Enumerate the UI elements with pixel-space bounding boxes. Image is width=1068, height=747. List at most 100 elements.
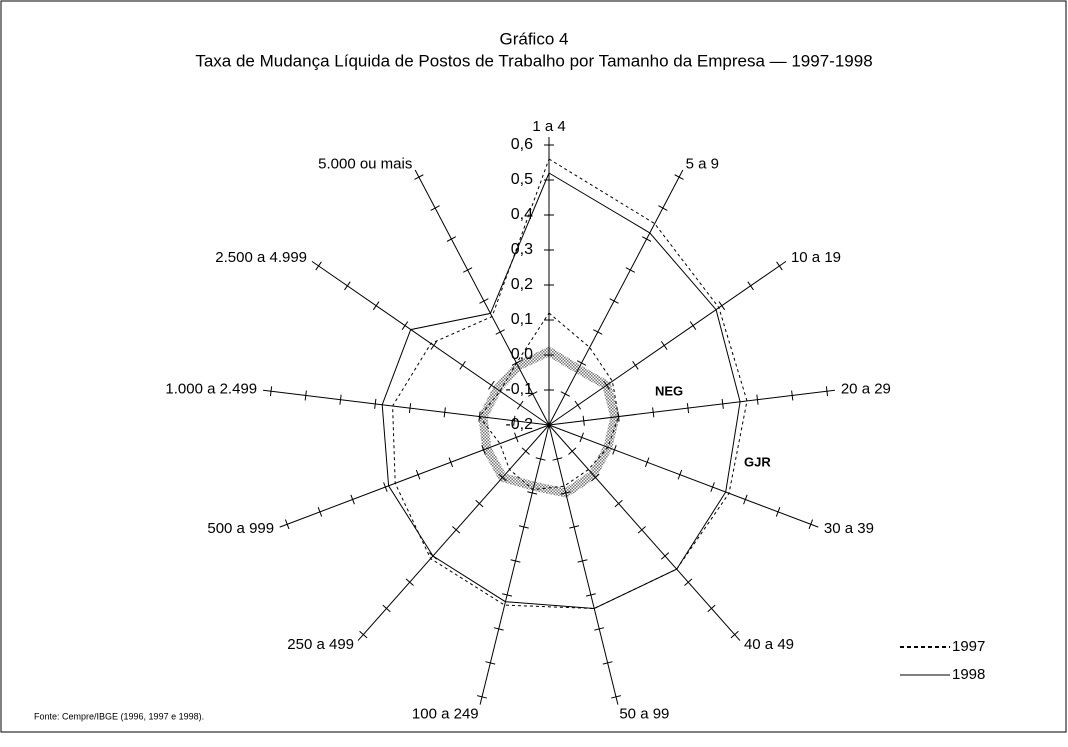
tick-mark <box>459 360 466 370</box>
annotation: NEG <box>655 383 683 398</box>
tick-mark <box>401 321 409 330</box>
category-label: 500 a 999 <box>207 520 274 537</box>
tick-mark <box>284 519 290 530</box>
tick-mark <box>743 494 748 505</box>
tick-mark <box>511 360 522 366</box>
tick-mark <box>568 447 577 455</box>
category-label: 30 a 39 <box>824 520 874 537</box>
category-label: 50 a 99 <box>619 705 669 722</box>
tick-mark <box>315 261 322 271</box>
tick-mark <box>560 491 571 495</box>
tick-mark <box>488 380 495 390</box>
tick-mark <box>574 400 582 410</box>
tick-mark <box>576 360 587 366</box>
tick-mark <box>477 695 487 699</box>
tick-mark <box>493 627 504 631</box>
tick-mark <box>463 267 473 273</box>
chart-title: Gráfico 4 <box>500 29 569 48</box>
y-tick-label: -0,1 <box>505 381 533 398</box>
tick-mark <box>612 444 617 455</box>
tick-mark <box>339 394 342 405</box>
series-line <box>381 172 741 610</box>
tick-mark <box>686 403 690 414</box>
tick-mark <box>269 386 273 397</box>
tick-mark <box>614 499 623 508</box>
tick-mark <box>684 578 693 586</box>
tick-mark <box>609 298 619 304</box>
tick-mark <box>430 205 440 211</box>
tick-mark <box>521 447 530 455</box>
tick-mark <box>721 398 724 409</box>
tick-mark <box>594 627 605 631</box>
category-label: 20 a 29 <box>841 381 891 398</box>
series-line <box>392 158 748 610</box>
y-tick-label: 0,3 <box>511 241 533 258</box>
tick-mark <box>382 604 391 613</box>
tick-mark <box>514 432 519 443</box>
tick-mark <box>617 411 620 422</box>
tick-mark <box>443 407 446 418</box>
tick-mark <box>481 444 486 455</box>
axis-line <box>311 260 550 426</box>
axis-line <box>548 424 819 528</box>
tick-mark <box>383 482 388 492</box>
axis-line <box>548 169 684 426</box>
tick-mark <box>756 394 759 405</box>
tick-mark <box>637 526 646 534</box>
tick-mark <box>359 630 368 639</box>
tick-mark <box>479 298 489 304</box>
y-tick-label: 0,6 <box>511 136 533 153</box>
axis-line <box>548 424 619 705</box>
tick-mark <box>808 519 814 530</box>
tick-mark <box>710 482 715 492</box>
tick-mark <box>475 499 484 508</box>
tick-mark <box>825 386 829 397</box>
tick-mark <box>585 593 596 597</box>
tick-mark <box>405 578 414 586</box>
tick-mark <box>498 473 507 482</box>
tick-mark <box>304 390 307 401</box>
tick-mark <box>478 411 481 422</box>
tick-mark <box>513 415 516 426</box>
tick-mark <box>510 559 521 563</box>
tick-mark <box>603 380 610 390</box>
legend-label: 1998 <box>952 666 985 683</box>
category-label: 100 a 249 <box>412 705 479 722</box>
category-label: 5 a 9 <box>686 156 719 173</box>
axis-line <box>548 389 835 426</box>
annotation: GJR <box>744 454 771 469</box>
tick-mark <box>527 491 538 495</box>
tick-mark <box>582 415 585 426</box>
tick-mark <box>707 604 716 613</box>
tick-mark <box>677 469 683 480</box>
y-tick-label: 0,1 <box>511 311 533 328</box>
tick-mark <box>658 205 668 211</box>
tick-mark <box>485 661 496 665</box>
category-label: 40 a 49 <box>744 636 794 653</box>
tick-mark <box>660 552 670 560</box>
tick-mark <box>747 281 754 291</box>
axis-line <box>414 169 550 426</box>
tick-mark <box>660 341 668 350</box>
tick-mark <box>317 507 323 517</box>
tick-mark <box>446 236 457 242</box>
axis-line <box>357 424 550 641</box>
tick-mark <box>689 321 697 330</box>
axis-line <box>548 424 741 641</box>
source-note: Fonte: Cempre/IBGE (1996, 1997 e 1998). <box>34 711 204 721</box>
tick-mark <box>593 329 603 335</box>
tick-mark <box>495 329 505 335</box>
axis-line <box>479 424 550 705</box>
tick-mark <box>414 174 424 180</box>
y-tick-label: 0,4 <box>511 206 533 223</box>
tick-mark <box>552 457 563 461</box>
y-tick-label: 0,5 <box>511 171 533 188</box>
tick-mark <box>344 281 351 291</box>
tick-mark <box>374 398 377 409</box>
category-label: 1.000 a 2.499 <box>165 381 257 398</box>
axis-line <box>279 424 550 528</box>
chart-subtitle: Taxa de Mudança Líquida de Postos de Tra… <box>195 51 872 70</box>
tick-mark <box>775 507 781 517</box>
